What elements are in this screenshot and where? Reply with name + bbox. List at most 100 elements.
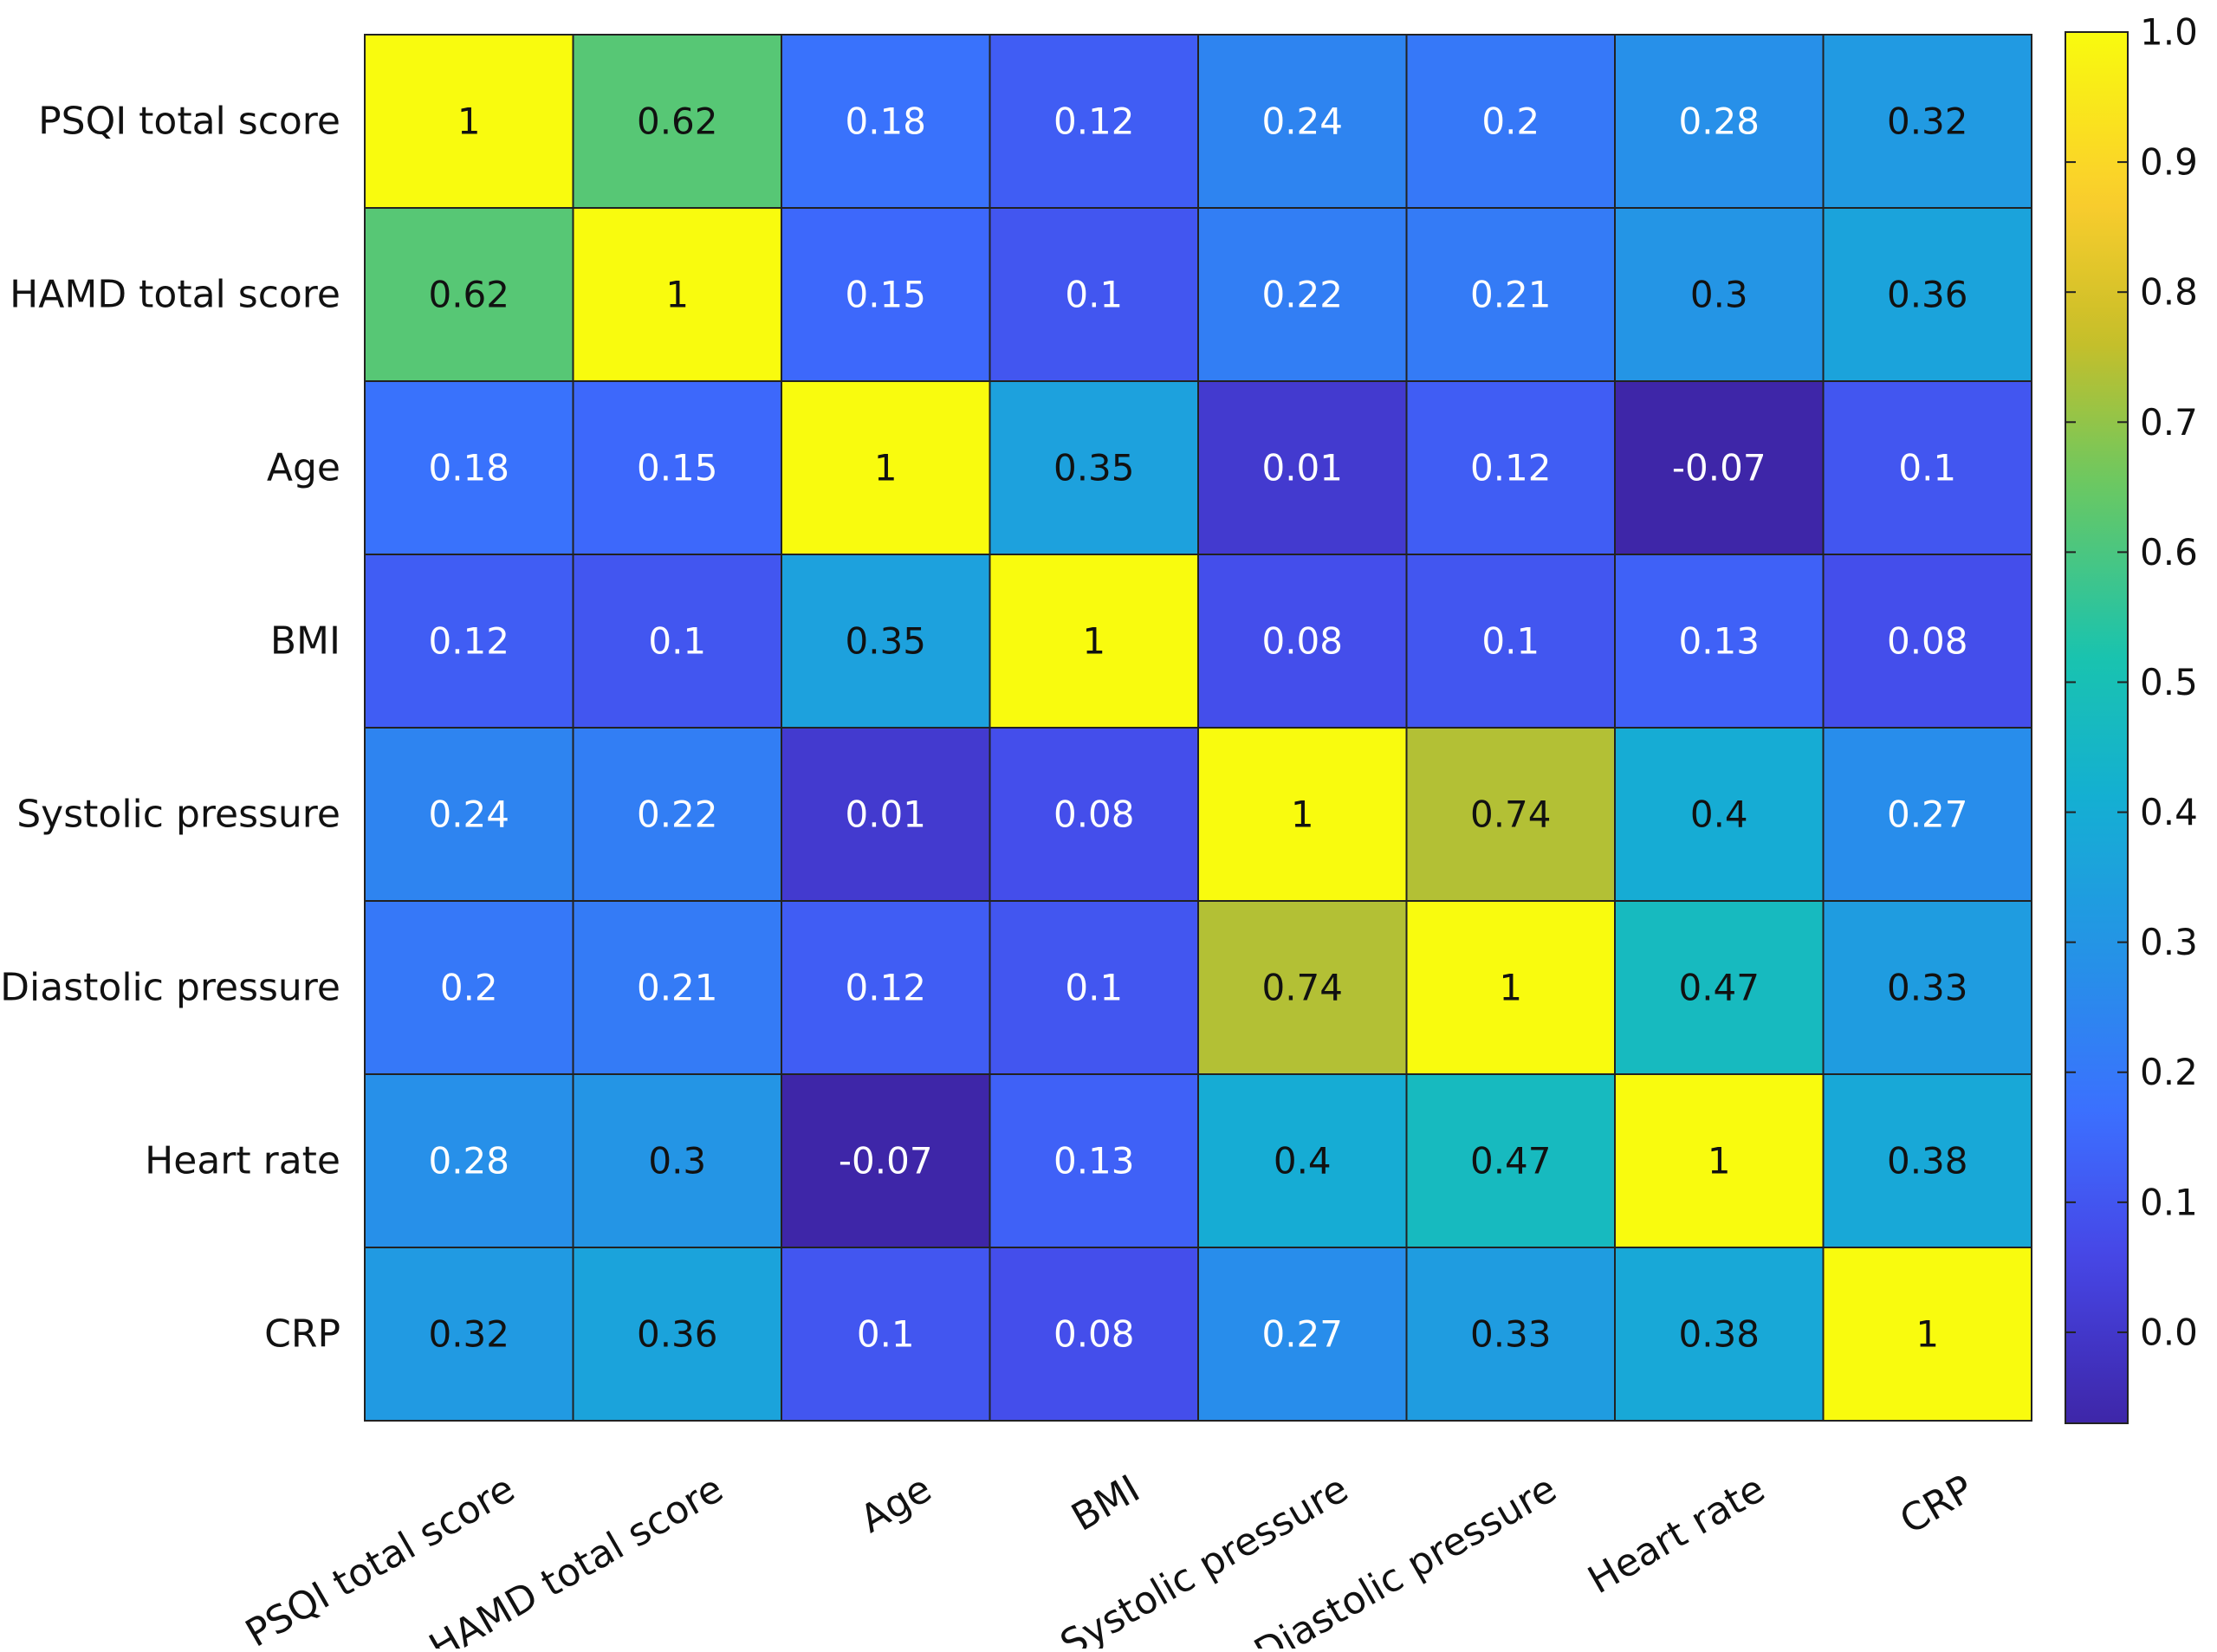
x-tick-label-crp: CRP	[1893, 1467, 1981, 1543]
heatmap-cell-value: 0.1	[1065, 967, 1123, 1009]
colorbar-tick-label: 0.1	[2140, 1181, 2198, 1223]
heatmap-cell-psqi-total-score-age	[781, 34, 991, 209]
heatmap-cell-value: 0.1	[1481, 620, 1540, 663]
y-tick-label-diastolic-pressure: Diastolic pressure	[0, 966, 340, 1010]
y-tick-label-bmi: BMI	[270, 619, 340, 664]
heatmap-cell-hamd-total-score-crp	[1822, 207, 2032, 382]
heatmap-cell-value: 0.18	[428, 447, 509, 489]
heatmap-cell-diastolic-pressure-age	[781, 900, 991, 1075]
heatmap-cell-diastolic-pressure-heart-rate	[1614, 900, 1825, 1075]
heatmap-cell-age-bmi	[989, 380, 1199, 555]
heatmap-cell-value: 0.22	[1261, 274, 1343, 316]
heatmap-cell-value: 0.1	[857, 1313, 915, 1356]
heatmap-cell-value: 1	[665, 274, 689, 316]
y-tick-label-crp: CRP	[264, 1312, 340, 1357]
heatmap-cell-psqi-total-score-diastolic-pressure	[1405, 34, 1616, 209]
heatmap-cell-crp-systolic-pressure	[1197, 1247, 1408, 1422]
heatmap-cell-systolic-pressure-diastolic-pressure	[1405, 727, 1616, 902]
heatmap-cell-value: 0.1	[648, 620, 706, 663]
heatmap-cell-bmi-systolic-pressure	[1197, 554, 1408, 729]
heatmap-cell-age-age	[781, 380, 991, 555]
heatmap-cell-value: 1	[457, 100, 481, 143]
heatmap-cell-value: 1	[1499, 967, 1522, 1009]
heatmap-cell-value: 0.13	[1053, 1140, 1135, 1182]
y-tick-label-heart-rate: Heart rate	[145, 1139, 340, 1183]
heatmap-cell-value: 0.36	[1887, 274, 1968, 316]
heatmap-cell-value: 0.1	[1898, 447, 1956, 489]
x-tick-label-heart-rate: Heart rate	[1581, 1467, 1773, 1603]
y-tick-label-hamd-total-score: HAMD total score	[10, 273, 340, 317]
heatmap-cell-hamd-total-score-hamd-total-score	[572, 207, 782, 382]
colorbar-tick-label: 0.3	[2140, 921, 2198, 963]
colorbar-tick-label: 0.9	[2140, 141, 2198, 184]
heatmap-cell-hamd-total-score-bmi	[989, 207, 1199, 382]
heatmap-cell-value: 0.4	[1274, 1140, 1332, 1182]
colorbar-tick-label: 0.4	[2140, 791, 2198, 833]
y-tick-label-age: Age	[267, 446, 340, 490]
heatmap-cell-value: 0.08	[1053, 794, 1135, 836]
heatmap-cell-value: 0.3	[648, 1140, 706, 1182]
heatmap-cell-psqi-total-score-psqi-total-score	[364, 34, 574, 209]
heatmap-cell-value: 0.01	[845, 794, 926, 836]
heatmap-cell-value: 0.62	[428, 274, 509, 316]
heatmap-cell-crp-diastolic-pressure	[1405, 1247, 1616, 1422]
heatmap-cell-value: 0.18	[845, 100, 926, 143]
colorbar-tick-label: 0.6	[2140, 531, 2198, 573]
heatmap-cell-age-crp	[1822, 380, 2032, 555]
heatmap-cell-value: 0.08	[1053, 1313, 1135, 1356]
heatmap-cell-value: 0.27	[1887, 794, 1968, 836]
heatmap-cell-value: -0.07	[1672, 447, 1766, 489]
heatmap-cell-systolic-pressure-heart-rate	[1614, 727, 1825, 902]
heatmap-cell-value: 0.3	[1690, 274, 1748, 316]
x-tick-label-bmi: BMI	[1064, 1467, 1147, 1540]
heatmap-cell-value: 0.33	[1887, 967, 1968, 1009]
colorbar-tick-label: 1.0	[2140, 11, 2198, 54]
y-tick-label-psqi-total-score: PSQI total score	[38, 100, 340, 144]
heatmap-cell-value: 0.4	[1690, 794, 1748, 836]
heatmap-cell-value: 0.28	[1678, 100, 1760, 143]
heatmap-cell-heart-rate-heart-rate	[1614, 1073, 1825, 1248]
heatmap-cell-crp-hamd-total-score	[572, 1247, 782, 1422]
heatmap-cell-value: 0.12	[428, 620, 509, 663]
heatmap-cell-value: 0.21	[637, 967, 718, 1009]
heatmap-cell-value: 0.12	[1470, 447, 1552, 489]
colorbar-tick-label: 0.7	[2140, 401, 2198, 444]
heatmap-cell-systolic-pressure-age	[781, 727, 991, 902]
heatmap-cell-value: 0.2	[440, 967, 498, 1009]
y-tick-label-systolic-pressure: Systolic pressure	[16, 793, 340, 837]
heatmap-cell-value: 0.62	[637, 100, 718, 143]
heatmap-cell-value: 0.38	[1678, 1313, 1760, 1356]
heatmap-cell-heart-rate-diastolic-pressure	[1405, 1073, 1616, 1248]
heatmap-cell-value: 1	[1708, 1140, 1731, 1182]
heatmap-cell-systolic-pressure-bmi	[989, 727, 1199, 902]
heatmap-cell-age-hamd-total-score	[572, 380, 782, 555]
heatmap-cell-diastolic-pressure-systolic-pressure	[1197, 900, 1408, 1075]
heatmap-cell-bmi-age	[781, 554, 991, 729]
heatmap-cell-value: 0.08	[1261, 620, 1343, 663]
heatmap-cell-crp-age	[781, 1247, 991, 1422]
heatmap-cell-value: 0.12	[1053, 100, 1135, 143]
heatmap-cell-value: 0.21	[1470, 274, 1552, 316]
colorbar-tick-label: 0.5	[2140, 661, 2198, 703]
heatmap-cell-psqi-total-score-crp	[1822, 34, 2032, 209]
heatmap-cell-heart-rate-age	[781, 1073, 991, 1248]
heatmap-cell-diastolic-pressure-diastolic-pressure	[1405, 900, 1616, 1075]
heatmap-cell-value: 0.13	[1678, 620, 1760, 663]
heatmap-cell-value: 0.47	[1470, 1140, 1552, 1182]
colorbar-tick-label: 0.2	[2140, 1051, 2198, 1093]
heatmap-cell-age-heart-rate	[1614, 380, 1825, 555]
colorbar-tick-label: 0.8	[2140, 271, 2198, 314]
heatmap-cell-value: 0.38	[1887, 1140, 1968, 1182]
heatmap-cell-value: 0.32	[1887, 100, 1968, 143]
heatmap-cell-value: 0.24	[1261, 100, 1343, 143]
heatmap-cell-psqi-total-score-hamd-total-score	[572, 34, 782, 209]
heatmap-cell-hamd-total-score-systolic-pressure	[1197, 207, 1408, 382]
heatmap-cell-bmi-psqi-total-score	[364, 554, 574, 729]
heatmap-cell-value: -0.07	[839, 1140, 933, 1182]
heatmap-cell-value: 0.33	[1470, 1313, 1552, 1356]
heatmap-cell-psqi-total-score-systolic-pressure	[1197, 34, 1408, 209]
heatmap-cell-crp-bmi	[989, 1247, 1199, 1422]
